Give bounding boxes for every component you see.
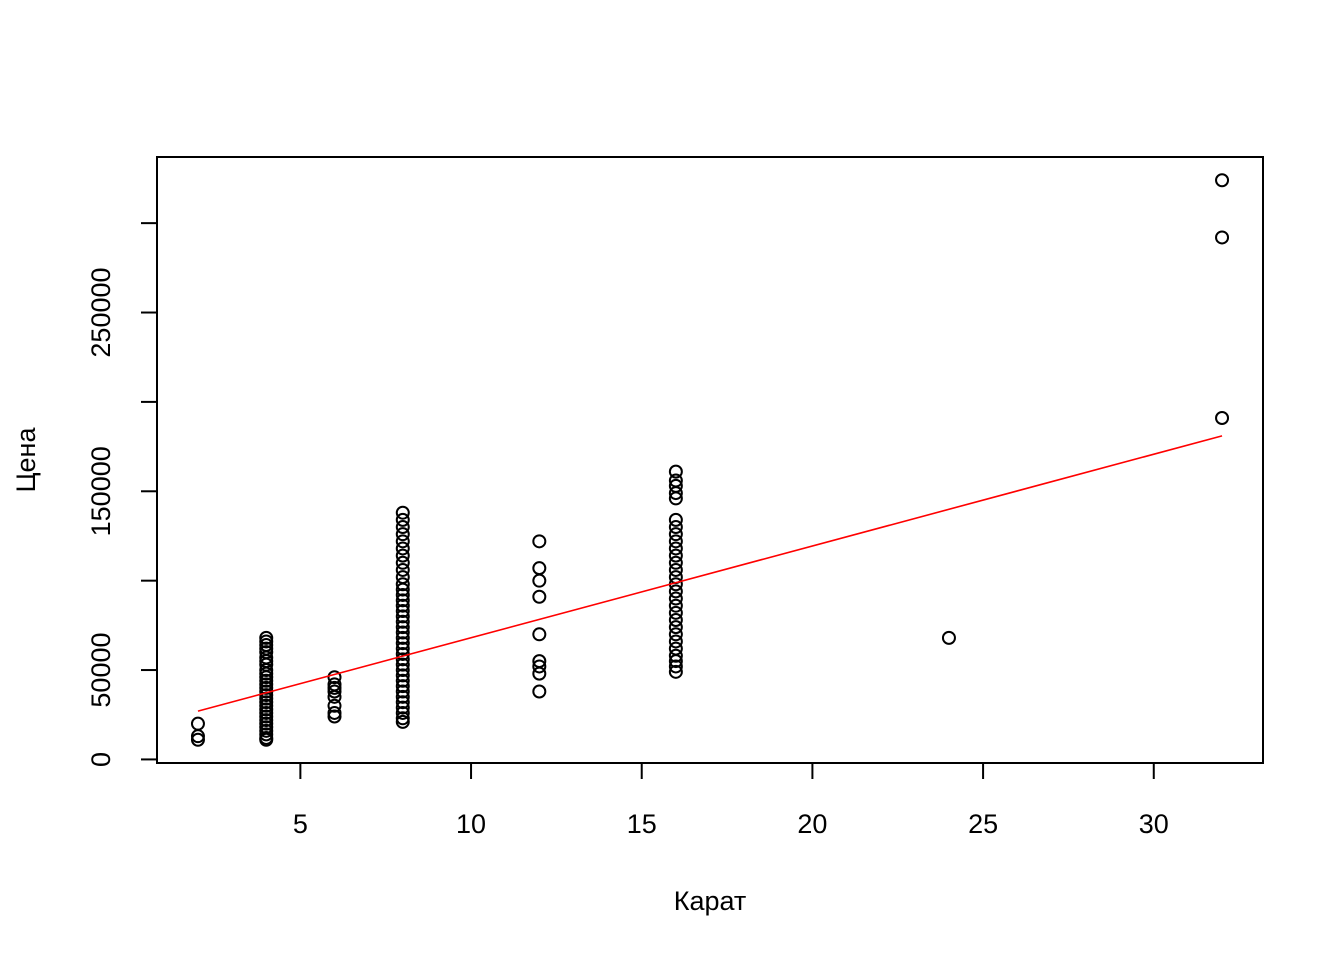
data-point xyxy=(668,464,683,479)
data-point xyxy=(1215,410,1230,425)
data-point xyxy=(395,604,410,619)
data-point xyxy=(668,659,683,674)
data-point xyxy=(532,573,547,588)
x-tick-label: 25 xyxy=(968,809,998,839)
data-point xyxy=(668,664,683,679)
data-point xyxy=(190,732,205,747)
x-tick-label: 15 xyxy=(627,809,657,839)
data-point xyxy=(395,689,410,704)
x-tick-label: 5 xyxy=(293,809,308,839)
plot-frame xyxy=(156,156,1264,764)
data-point xyxy=(395,641,410,656)
data-point xyxy=(395,684,410,699)
x-axis-title: Карат xyxy=(674,886,747,916)
data-point xyxy=(395,520,410,535)
data-point xyxy=(395,663,410,678)
data-point xyxy=(668,605,683,620)
x-tick-label: 20 xyxy=(797,809,827,839)
data-point xyxy=(1215,173,1230,188)
data-point xyxy=(395,714,410,729)
data-point xyxy=(668,486,683,501)
data-point xyxy=(395,541,410,556)
data-point xyxy=(668,491,683,506)
data-point xyxy=(668,548,683,563)
data-point xyxy=(259,732,274,747)
regression-line xyxy=(197,435,1223,712)
data-point xyxy=(668,654,683,669)
data-point xyxy=(668,541,683,556)
x-tick-label: 30 xyxy=(1139,809,1169,839)
data-point xyxy=(395,620,410,635)
data-point xyxy=(327,689,342,704)
data-point xyxy=(668,612,683,627)
data-point xyxy=(395,548,410,563)
data-point xyxy=(1215,230,1230,245)
data-point xyxy=(668,527,683,542)
data-point xyxy=(395,534,410,549)
data-point xyxy=(668,534,683,549)
data-point xyxy=(668,512,683,527)
data-point xyxy=(532,627,547,642)
x-axis-ticks: 5 10 15 20 25 30 xyxy=(293,763,1169,839)
data-point xyxy=(395,582,410,597)
data-point xyxy=(395,668,410,683)
data-point xyxy=(668,598,683,613)
data-point xyxy=(395,614,410,629)
data-point xyxy=(532,589,547,604)
data-point xyxy=(395,505,410,520)
data-point xyxy=(327,684,342,699)
data-point xyxy=(668,620,683,635)
data-point xyxy=(395,587,410,602)
data-point xyxy=(395,527,410,542)
data-point xyxy=(668,634,683,649)
data-point xyxy=(395,705,410,720)
data-point xyxy=(668,562,683,577)
data-point xyxy=(532,534,547,549)
data-point xyxy=(395,636,410,651)
data-point xyxy=(395,700,410,715)
y-tick-label: 0 xyxy=(86,752,116,767)
data-point xyxy=(668,584,683,599)
data-point xyxy=(668,591,683,606)
data-point xyxy=(395,577,410,592)
y-tick-label: 250000 xyxy=(86,267,116,357)
data-point xyxy=(395,609,410,624)
data-point xyxy=(395,652,410,667)
data-point xyxy=(532,666,547,681)
data-point xyxy=(395,562,410,577)
data-point xyxy=(395,657,410,672)
data-point xyxy=(668,520,683,535)
data-point xyxy=(190,716,205,731)
data-point xyxy=(532,561,547,576)
data-point xyxy=(668,555,683,570)
x-tick-label: 10 xyxy=(456,809,486,839)
data-point xyxy=(395,512,410,527)
y-axis-ticks: 0 50000 150000 250000 xyxy=(86,222,157,767)
y-tick-label: 50000 xyxy=(86,632,116,707)
data-point xyxy=(395,598,410,613)
data-point xyxy=(327,709,342,724)
y-tick-label: 150000 xyxy=(86,446,116,536)
data-point xyxy=(941,630,956,645)
fit-line-layer xyxy=(197,435,1223,712)
data-point xyxy=(668,627,683,642)
data-point xyxy=(327,670,342,685)
data-point xyxy=(668,648,683,663)
data-point xyxy=(395,555,410,570)
data-point xyxy=(395,630,410,645)
data-point xyxy=(395,593,410,608)
y-axis-title: Цена xyxy=(11,427,41,493)
data-point xyxy=(532,684,547,699)
data-point xyxy=(395,695,410,710)
data-point xyxy=(395,625,410,640)
data-point xyxy=(395,679,410,694)
data-point xyxy=(532,659,547,674)
data-point xyxy=(327,698,342,713)
data-points xyxy=(190,173,1230,747)
data-point xyxy=(395,673,410,688)
